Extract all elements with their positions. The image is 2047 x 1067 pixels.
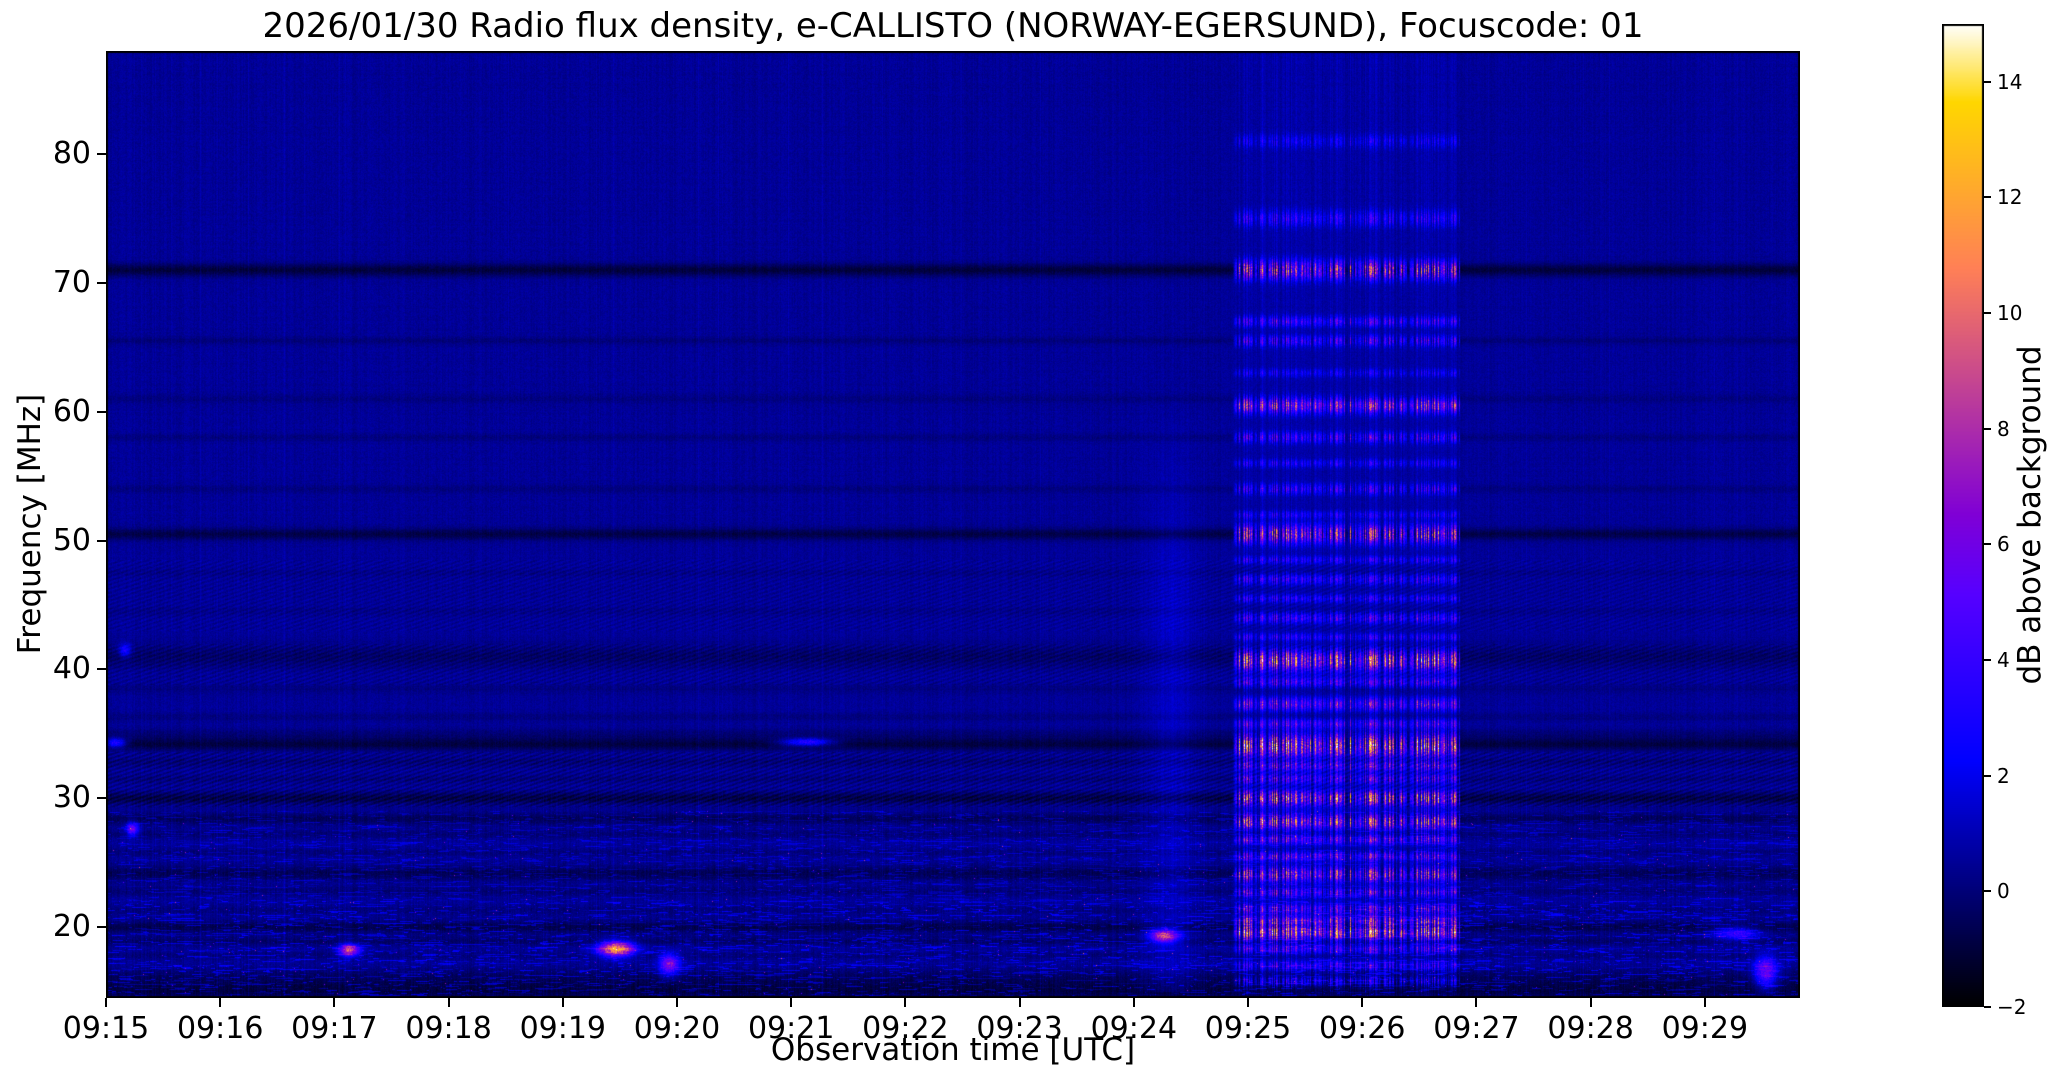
- x-tick-mark: [1590, 998, 1592, 1007]
- x-tick-label: 09:25: [1188, 1011, 1308, 1046]
- x-tick-mark: [1475, 998, 1477, 1007]
- y-tick-mark: [97, 282, 106, 284]
- y-tick-mark: [97, 540, 106, 542]
- x-tick-mark: [219, 998, 221, 1007]
- x-tick-label: 09:21: [731, 1011, 851, 1046]
- x-tick-mark: [1704, 998, 1706, 1007]
- chart-title: 2026/01/30 Radio flux density, e-CALLIST…: [106, 6, 1800, 46]
- x-tick-label: 09:15: [46, 1011, 166, 1046]
- colorbar-tick-mark: [1984, 775, 1991, 777]
- x-tick-mark: [790, 998, 792, 1007]
- colorbar-tick-mark: [1984, 196, 1991, 198]
- x-tick-mark: [1247, 998, 1249, 1007]
- x-tick-label: 09:28: [1531, 1011, 1651, 1046]
- y-tick-mark: [97, 926, 106, 928]
- colorbar-tick-label: 6: [1997, 532, 2010, 556]
- colorbar-tick-label: −2: [1997, 995, 2026, 1019]
- y-tick-label: 50: [1, 523, 91, 558]
- colorbar-tick-mark: [1984, 659, 1991, 661]
- x-tick-label: 09:24: [1074, 1011, 1194, 1046]
- y-tick-mark: [97, 411, 106, 413]
- x-tick-label: 09:18: [389, 1011, 509, 1046]
- colorbar-tick-label: 12: [1997, 185, 2022, 209]
- colorbar-tick-label: 4: [1997, 648, 2010, 672]
- colorbar-tick-label: 14: [1997, 70, 2022, 94]
- x-tick-label: 09:16: [160, 1011, 280, 1046]
- x-tick-mark: [904, 998, 906, 1007]
- figure: 2026/01/30 Radio flux density, e-CALLIST…: [0, 0, 2047, 1067]
- colorbar-tick-label: 10: [1997, 301, 2022, 325]
- x-tick-label: 09:22: [845, 1011, 965, 1046]
- x-tick-label: 09:20: [617, 1011, 737, 1046]
- x-tick-mark: [1133, 998, 1135, 1007]
- x-tick-mark: [448, 998, 450, 1007]
- y-tick-label: 80: [1, 136, 91, 171]
- colorbar-label-text: dB above background: [2012, 345, 2047, 684]
- y-tick-mark: [97, 797, 106, 799]
- y-tick-label: 30: [1, 780, 91, 815]
- y-tick-label: 60: [1, 394, 91, 429]
- x-tick-label: 09:27: [1416, 1011, 1536, 1046]
- colorbar-tick-label: 2: [1997, 764, 2010, 788]
- x-tick-label: 09:26: [1302, 1011, 1422, 1046]
- colorbar: [1942, 24, 1984, 1007]
- x-tick-mark: [333, 998, 335, 1007]
- y-tick-label: 70: [1, 265, 91, 300]
- colorbar-tick-mark: [1984, 428, 1991, 430]
- colorbar-tick-mark: [1984, 81, 1991, 83]
- x-tick-mark: [676, 998, 678, 1007]
- y-tick-mark: [97, 668, 106, 670]
- x-tick-mark: [1361, 998, 1363, 1007]
- spectrogram-canvas: [106, 51, 1800, 998]
- x-tick-label: 09:23: [960, 1011, 1080, 1046]
- colorbar-tick-mark: [1984, 890, 1991, 892]
- colorbar-tick-mark: [1984, 1006, 1991, 1008]
- x-tick-label: 09:29: [1645, 1011, 1765, 1046]
- y-tick-label: 20: [1, 909, 91, 944]
- colorbar-label: dB above background: [2030, 515, 2047, 551]
- x-tick-mark: [562, 998, 564, 1007]
- colorbar-tick-mark: [1984, 543, 1991, 545]
- y-tick-label: 40: [1, 651, 91, 686]
- colorbar-tick-label: 8: [1997, 417, 2010, 441]
- colorbar-tick-mark: [1984, 312, 1991, 314]
- x-tick-mark: [105, 998, 107, 1007]
- y-tick-mark: [97, 153, 106, 155]
- x-tick-mark: [1019, 998, 1021, 1007]
- colorbar-tick-label: 0: [1997, 879, 2010, 903]
- x-tick-label: 09:19: [503, 1011, 623, 1046]
- x-tick-label: 09:17: [274, 1011, 394, 1046]
